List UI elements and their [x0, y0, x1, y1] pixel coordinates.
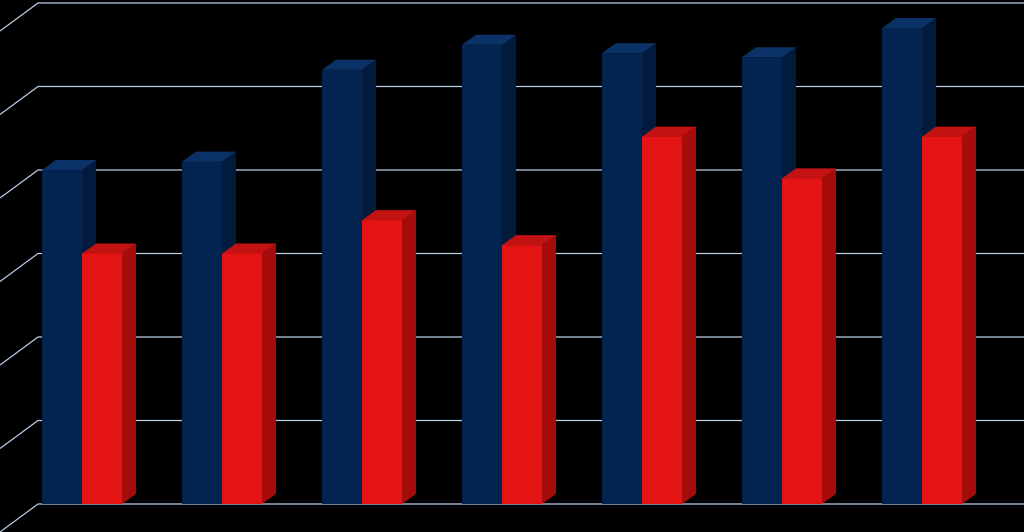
bar-series-2	[362, 210, 416, 504]
bar-side	[682, 126, 696, 504]
bar-top	[42, 160, 96, 170]
bar-front	[462, 44, 502, 504]
gridline	[0, 2, 1024, 32]
bar-top	[922, 126, 976, 137]
bar-front	[322, 69, 362, 505]
bar-top	[182, 151, 236, 162]
bar-front	[642, 136, 682, 504]
bar-series-2	[922, 126, 976, 504]
bar-front	[42, 170, 82, 504]
bar-top	[362, 210, 416, 221]
bar-side	[962, 126, 976, 504]
bar-front	[602, 53, 642, 504]
bar-series-2	[782, 168, 836, 504]
bar-series-2	[502, 235, 556, 504]
bar-side	[122, 243, 136, 504]
bar-series-2	[82, 243, 136, 504]
bar-front	[182, 161, 222, 504]
bar-top	[642, 126, 696, 137]
bar-front	[502, 245, 542, 504]
bar-top	[882, 18, 936, 29]
bar-side	[542, 235, 556, 504]
bar-side	[822, 168, 836, 504]
bar-series-2	[222, 243, 276, 504]
bar-front	[742, 57, 782, 505]
bar-top	[602, 43, 656, 54]
bar-top	[742, 47, 796, 58]
bar-top	[782, 168, 836, 179]
bar-top	[502, 235, 556, 246]
bar-front	[922, 136, 962, 504]
bar-series-2	[642, 126, 696, 504]
bar-front	[362, 220, 402, 504]
bar-side	[262, 243, 276, 504]
bar-front	[782, 178, 822, 504]
bar-top	[462, 34, 516, 45]
bar-top	[222, 243, 276, 254]
gridline	[0, 503, 1024, 532]
bars	[42, 18, 976, 505]
gridline	[0, 85, 1024, 115]
bar-front	[222, 253, 262, 504]
bar-top	[82, 243, 136, 254]
bar-side	[402, 210, 416, 504]
bar-top	[322, 59, 376, 70]
bar-front	[82, 253, 122, 504]
bar-front	[882, 28, 922, 505]
